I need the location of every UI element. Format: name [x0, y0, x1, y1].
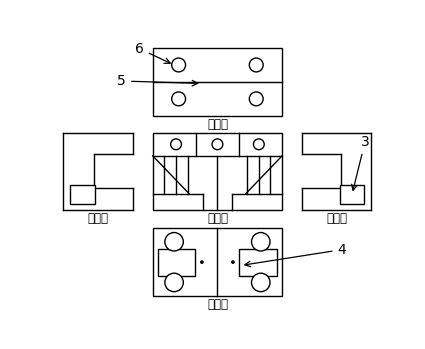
- Circle shape: [212, 139, 223, 150]
- Bar: [153, 133, 282, 210]
- Circle shape: [172, 58, 186, 72]
- Circle shape: [249, 58, 263, 72]
- Circle shape: [165, 232, 183, 251]
- Circle shape: [172, 92, 186, 106]
- Circle shape: [252, 273, 270, 292]
- Text: 6: 6: [135, 42, 170, 63]
- Bar: [153, 48, 282, 116]
- Circle shape: [201, 261, 203, 263]
- Text: 俧视图: 俧视图: [207, 118, 228, 131]
- Text: 右视图: 右视图: [326, 212, 347, 225]
- Circle shape: [252, 232, 270, 251]
- Text: 3: 3: [351, 135, 369, 190]
- Bar: [239, 248, 277, 276]
- Bar: [71, 185, 95, 203]
- Bar: [158, 248, 196, 276]
- Text: 左视图: 左视图: [88, 212, 108, 225]
- Bar: [153, 228, 282, 296]
- Circle shape: [253, 139, 264, 150]
- Text: 主视图: 主视图: [207, 212, 228, 225]
- Text: 4: 4: [245, 243, 346, 267]
- Circle shape: [171, 139, 181, 150]
- Text: 仰视图: 仰视图: [207, 298, 228, 311]
- Circle shape: [249, 92, 263, 106]
- Bar: [340, 185, 365, 203]
- Circle shape: [165, 273, 183, 292]
- Circle shape: [232, 261, 234, 263]
- Text: 5: 5: [117, 74, 198, 88]
